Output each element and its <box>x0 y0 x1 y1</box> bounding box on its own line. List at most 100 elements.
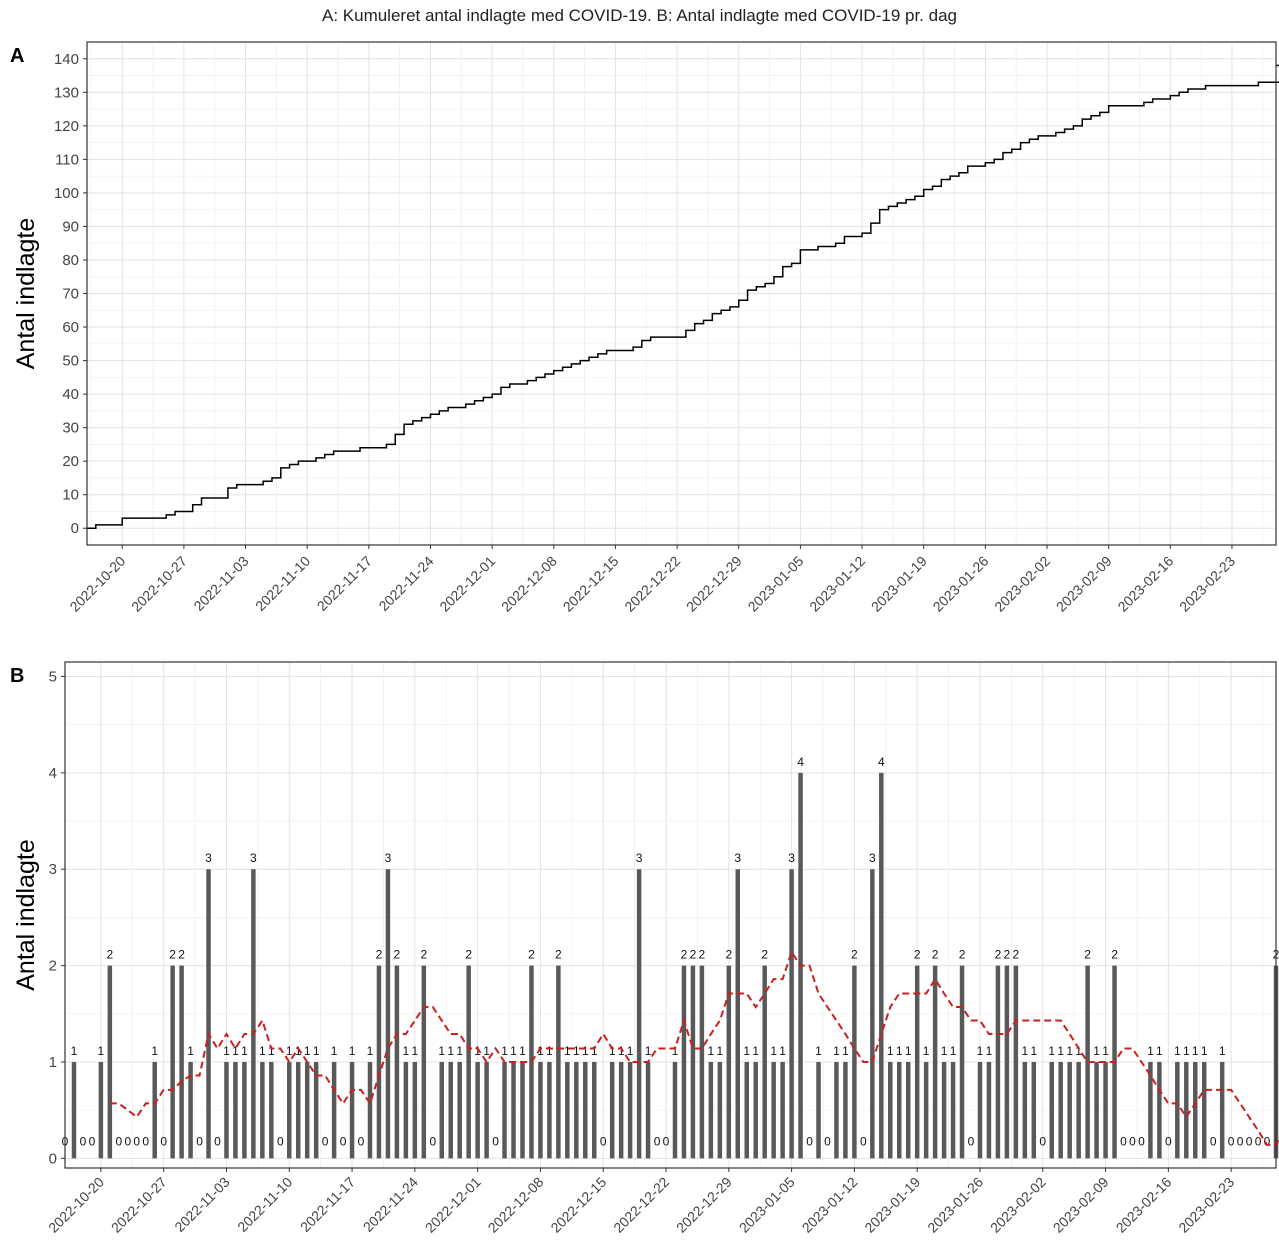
daily-bar <box>466 965 471 1159</box>
daily-bar <box>1022 1061 1028 1159</box>
daily-bar <box>888 1061 893 1159</box>
daily-bar <box>1013 965 1019 1159</box>
bar-value-label: 1 <box>474 1044 481 1058</box>
x-tick-label: 2022-12-01 <box>422 1174 484 1236</box>
daily-bar <box>1175 1061 1180 1159</box>
bar-value-label: 1 <box>501 1044 508 1058</box>
y-tick-label: 90 <box>62 218 79 235</box>
bar-value-label: 2 <box>376 948 383 962</box>
x-tick-label: 2022-10-20 <box>66 553 128 615</box>
daily-bar <box>394 965 400 1159</box>
bar-value-label: 4 <box>797 755 804 769</box>
daily-bar <box>71 1061 77 1159</box>
daily-bar <box>1219 1061 1225 1159</box>
bar-value-label: 1 <box>941 1044 948 1058</box>
bar-value-label: 0 <box>196 1134 203 1148</box>
bar-value-label: 0 <box>968 1134 975 1148</box>
bar-value-label: 1 <box>1021 1044 1028 1058</box>
cumulative-line <box>87 64 1279 529</box>
bar-value-label: 1 <box>403 1044 410 1058</box>
bar-value-label: 0 <box>1237 1134 1244 1148</box>
bar-value-label: 3 <box>869 851 876 865</box>
bar-value-label: 1 <box>304 1044 311 1058</box>
daily-bar <box>574 1061 579 1159</box>
daily-bar <box>950 1061 956 1159</box>
daily-bar <box>385 869 391 1159</box>
x-tick-label: 2022-12-01 <box>436 553 498 615</box>
daily-bar <box>98 1061 104 1159</box>
bar-value-label: 3 <box>205 851 212 865</box>
bar-value-label: 1 <box>1192 1044 1199 1058</box>
bar-value-label: 0 <box>1255 1134 1262 1148</box>
bar-value-label: 1 <box>645 1044 652 1058</box>
daily-bar <box>708 1061 714 1159</box>
bar-value-label: 1 <box>1201 1044 1208 1058</box>
bar-value-label: 0 <box>340 1134 347 1148</box>
y-tick-label: 60 <box>62 319 79 336</box>
y-tick-label: 20 <box>62 453 79 470</box>
y-axis-title: Antal indlagte <box>12 839 40 991</box>
bar-value-label: 1 <box>295 1044 302 1058</box>
bar-value-label: 1 <box>367 1044 374 1058</box>
x-tick-label: 2022-11-10 <box>234 1174 295 1235</box>
bar-value-label: 1 <box>779 1044 786 1058</box>
daily-bar <box>1184 1061 1189 1159</box>
daily-bar <box>923 1061 929 1159</box>
x-tick-label: 2022-12-15 <box>547 1174 609 1236</box>
bar-value-label: 1 <box>1174 1044 1181 1058</box>
bar-value-label: 1 <box>923 1044 930 1058</box>
bar-value-label: 2 <box>932 948 939 962</box>
daily-bar <box>475 1061 480 1159</box>
daily-bar <box>672 1061 678 1159</box>
bar-value-label: 1 <box>456 1044 463 1058</box>
x-tick-label: 2022-12-08 <box>485 1174 547 1236</box>
bar-value-label: 1 <box>510 1044 517 1058</box>
x-tick-label: 2023-02-02 <box>991 553 1053 615</box>
daily-bar <box>188 1061 193 1159</box>
bar-value-label: 0 <box>600 1134 607 1148</box>
x-tick-label: 2022-11-24 <box>360 1174 421 1235</box>
bar-value-label: 1 <box>223 1044 230 1058</box>
y-tick-label: 0 <box>49 1150 57 1167</box>
daily-bar <box>627 1061 633 1159</box>
y-tick-label: 3 <box>49 861 57 878</box>
daily-bar <box>583 1061 588 1159</box>
bar-value-label: 1 <box>564 1044 571 1058</box>
bar-value-label: 1 <box>286 1044 293 1058</box>
x-tick-label: 2022-11-03 <box>190 553 251 614</box>
daily-bar <box>251 869 256 1159</box>
bar-value-label: 1 <box>98 1044 105 1058</box>
panel-letter: A <box>10 45 24 67</box>
daily-bar <box>735 869 741 1159</box>
daily-bar <box>753 1061 758 1159</box>
bar-value-label: 2 <box>420 948 427 962</box>
bar-value-label: 0 <box>133 1134 140 1148</box>
bar-value-label: 1 <box>1075 1044 1082 1058</box>
bar-value-label: 0 <box>80 1134 87 1148</box>
bar-value-label: 1 <box>887 1044 894 1058</box>
daily-bar <box>897 1061 902 1159</box>
y-tick-label: 80 <box>62 252 79 269</box>
bar-value-label: 1 <box>519 1044 526 1058</box>
bar-value-label: 1 <box>896 1044 903 1058</box>
daily-bar <box>932 965 938 1159</box>
bar-value-label: 2 <box>1004 948 1011 962</box>
bar-value-label: 3 <box>788 851 795 865</box>
daily-bar <box>1103 1061 1108 1159</box>
bar-value-label: 1 <box>546 1044 553 1058</box>
bar-value-label: 1 <box>1102 1044 1109 1058</box>
daily-bar <box>502 1061 507 1159</box>
daily-bar <box>1058 1061 1063 1159</box>
x-tick-label: 2022-11-03 <box>171 1174 232 1235</box>
bar-value-label: 0 <box>115 1134 122 1148</box>
daily-bar <box>206 869 211 1159</box>
bar-value-label: 2 <box>725 948 732 962</box>
bar-value-label: 0 <box>214 1134 221 1148</box>
bar-value-label: 1 <box>672 1044 679 1058</box>
bar-value-label: 1 <box>187 1044 194 1058</box>
y-tick-label: 1 <box>49 1054 57 1071</box>
bar-value-label: 2 <box>690 948 697 962</box>
bar-value-label: 0 <box>860 1134 867 1148</box>
